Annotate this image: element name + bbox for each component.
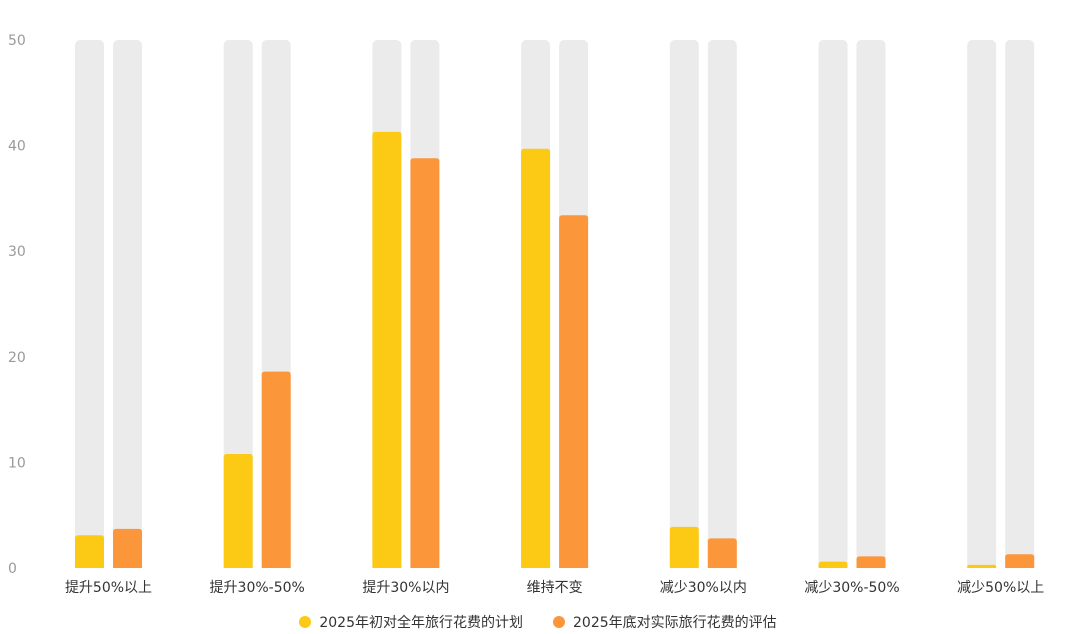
y-axis: 0 10 20 30 40 50 bbox=[8, 33, 26, 577]
bar[interactable] bbox=[818, 561, 848, 568]
legend-marker-plan bbox=[299, 616, 312, 628]
bar[interactable] bbox=[707, 538, 737, 568]
x-tick-label: 提升30%以内 bbox=[362, 580, 449, 596]
bar-track bbox=[1005, 40, 1035, 568]
bar[interactable] bbox=[856, 556, 886, 568]
bar[interactable] bbox=[521, 148, 551, 568]
bar-track bbox=[669, 40, 699, 568]
x-tick-label: 提升50%以上 bbox=[65, 580, 152, 596]
bar[interactable] bbox=[372, 131, 402, 568]
x-tick-label: 减少30%以内 bbox=[660, 580, 747, 596]
bar-track bbox=[223, 40, 253, 568]
legend-label-plan: 2025年初对全年旅行花费的计划 bbox=[319, 615, 523, 631]
x-tick-label: 提升30%-50% bbox=[210, 580, 305, 596]
y-tick-label: 0 bbox=[8, 561, 17, 577]
legend: 2025年初对全年旅行花费的计划 2025年底对实际旅行花费的评估 bbox=[0, 610, 1076, 634]
x-tick-label: 减少30%-50% bbox=[804, 580, 899, 596]
y-tick-label: 20 bbox=[8, 350, 26, 366]
bar[interactable] bbox=[261, 371, 291, 568]
y-tick-label: 50 bbox=[8, 33, 26, 49]
bar[interactable] bbox=[410, 158, 440, 568]
y-tick-label: 40 bbox=[8, 139, 26, 155]
bar-track bbox=[856, 40, 886, 568]
bar[interactable] bbox=[669, 526, 699, 568]
y-tick-label: 30 bbox=[8, 244, 26, 260]
bar[interactable] bbox=[967, 564, 997, 568]
x-tick-label: 减少50%以上 bbox=[957, 580, 1044, 596]
bar-track bbox=[967, 40, 997, 568]
legend-item-actual[interactable]: 2025年底对实际旅行花费的评估 bbox=[553, 612, 777, 632]
data-bars bbox=[75, 131, 1035, 568]
bar-track bbox=[707, 40, 737, 568]
bar[interactable] bbox=[113, 528, 142, 568]
bar[interactable] bbox=[559, 215, 589, 568]
x-tick-label: 维持不变 bbox=[527, 580, 583, 596]
bar-track bbox=[818, 40, 848, 568]
bar-track bbox=[75, 40, 104, 568]
legend-label-actual: 2025年底对实际旅行花费的评估 bbox=[573, 615, 777, 631]
legend-item-plan[interactable]: 2025年初对全年旅行花费的计划 bbox=[299, 612, 523, 632]
legend-marker-actual bbox=[553, 616, 565, 628]
bar[interactable] bbox=[1005, 554, 1035, 568]
bar[interactable] bbox=[75, 535, 104, 568]
bar-track bbox=[113, 40, 142, 568]
bar[interactable] bbox=[223, 453, 253, 568]
x-axis: 提升50%以上 提升30%-50% 提升30%以内 维持不变 减少30%以内 减少30%-… bbox=[65, 580, 1044, 596]
y-tick-label: 10 bbox=[8, 455, 26, 471]
background-bars bbox=[75, 40, 1035, 568]
